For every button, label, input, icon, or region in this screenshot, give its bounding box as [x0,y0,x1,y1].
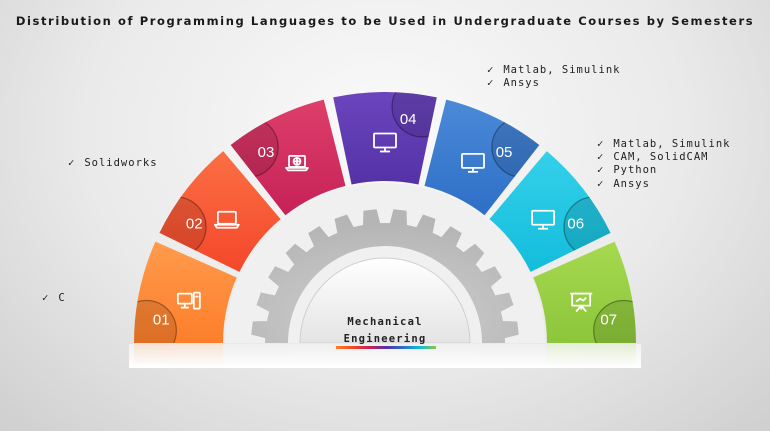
segment-number: 02 [186,216,203,233]
number-badge [391,92,437,138]
laptop-icon [213,210,240,229]
center-rainbow-underline [336,346,436,349]
language-name: Ansys [613,177,650,190]
language-item: ✓ Ansys [597,178,730,191]
checkmark-icon: ✓ [597,164,605,177]
checkmark-icon: ✓ [42,292,50,304]
language-name: Solidworks [84,157,158,169]
segment-band [333,92,437,185]
center-label-line2: Engineering [344,333,427,345]
checkmark-icon: ✓ [68,157,76,169]
checkmark-icon: ✓ [597,138,605,150]
segment-band [230,99,346,216]
outer-ring [225,183,545,343]
checkmark-icon: ✓ [487,64,495,76]
semester-4-languages: ✓ Matlab, Simulink ✓ Ansys [487,64,620,90]
monitor-icon [373,132,397,153]
checkmark-icon: ✓ [597,151,605,164]
language-name: Ansys [503,77,540,90]
language-name: C [58,292,66,304]
language-item: ✓ C [42,292,66,305]
number-badge [593,299,636,343]
segment-number: 01 [153,311,170,328]
language-name: Python [613,164,658,177]
language-name: Matlab, Simulink [613,138,731,150]
monitor-icon [531,209,556,230]
gear-shape [251,209,519,343]
segment-number: 05 [496,144,513,161]
segment-band [533,241,636,343]
language-item: ✓ Solidworks [68,157,158,170]
segment-number: 06 [567,216,584,233]
semester-6-languages: ✓ Matlab, Simulink ✓ CAM, SolidCAM ✓ Python ✓ A… [597,138,730,191]
checkmark-icon: ✓ [597,177,605,190]
segment-number: 04 [400,111,417,128]
language-item: ✓ Matlab, Simulink [597,138,730,151]
language-name: CAM, SolidCAM [613,151,709,164]
semester-segment-07: 07 [533,241,636,343]
presentation-board-icon [570,292,593,313]
language-name: Matlab, Simulink [503,64,621,76]
floor-reflection [129,344,641,368]
monitor-icon [461,152,485,173]
segment-number: 07 [600,311,617,328]
language-item: ✓ Matlab, Simulink [487,64,620,77]
checkmark-icon: ✓ [487,77,495,90]
language-item: ✓ CAM, SolidCAM [597,151,730,164]
number-badge [134,299,177,343]
inner-ring [299,257,471,343]
web-laptop-icon [285,154,309,172]
semester-segment-01: 01 [134,241,237,343]
language-item: ✓ Ansys [487,77,620,90]
segment-band [424,99,540,216]
center-label-line1: Mechanical [347,316,422,328]
segment-number: 03 [258,144,275,161]
semester-1-languages: ✓ C [42,292,66,305]
language-item: ✓ Python [597,164,730,177]
desktop-computer-icon [176,291,201,310]
semester-2-languages: ✓ Solidworks [68,157,158,170]
semester-segment-04: 04 [333,92,437,185]
segment-band [134,241,237,343]
diagram-title: Distribution of Programming Languages to… [15,14,755,28]
